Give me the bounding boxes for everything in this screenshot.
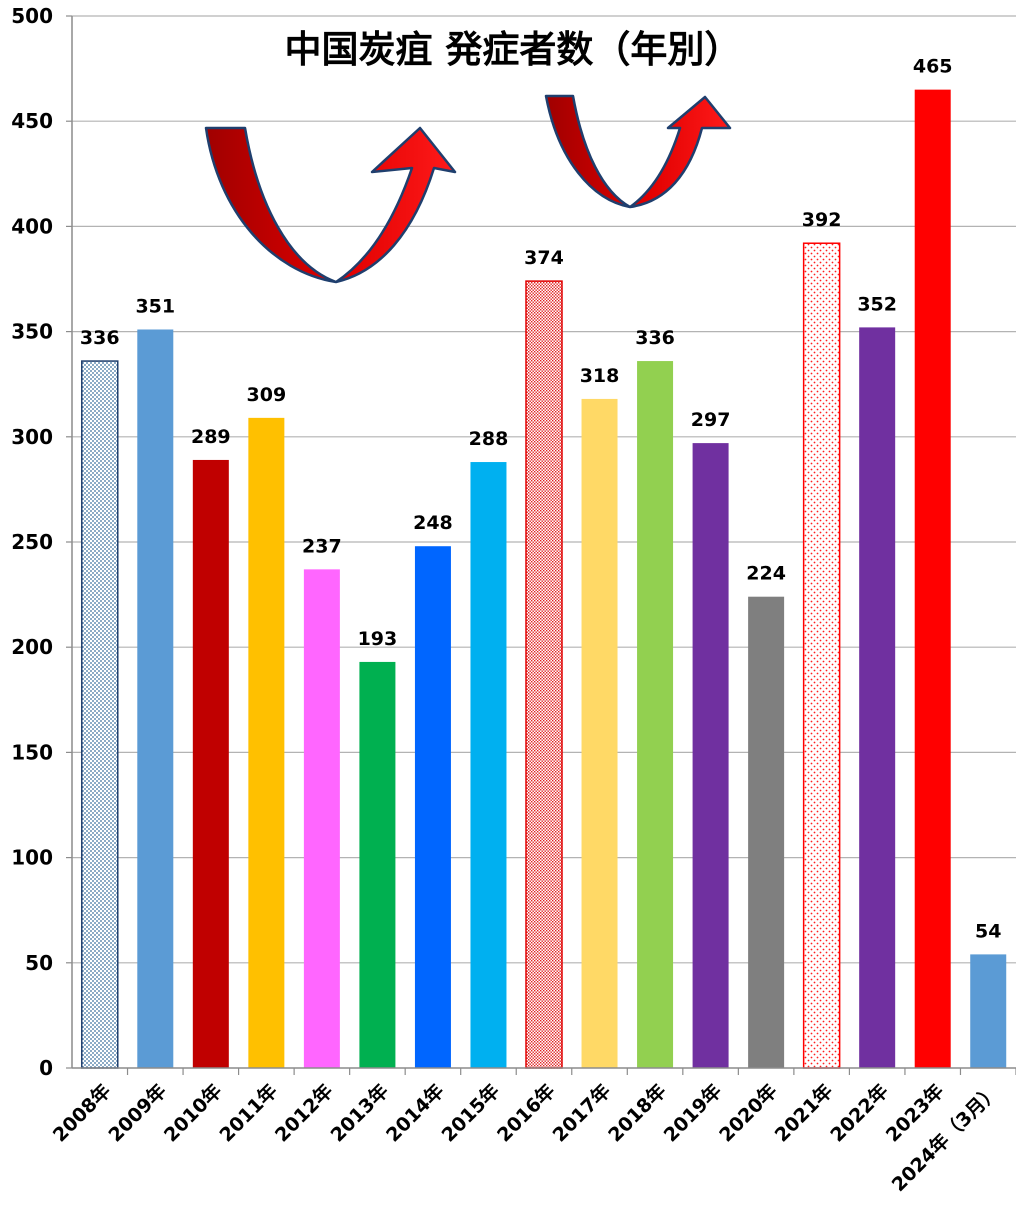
- data-label: 193: [358, 628, 398, 650]
- chart-title: 中国炭疽 発症者数（年別）: [285, 28, 742, 71]
- data-label: 309: [247, 384, 287, 406]
- data-label: 297: [691, 409, 731, 431]
- data-label: 248: [413, 512, 453, 534]
- data-label: 224: [746, 563, 786, 585]
- u-turn-arrow-icon: [204, 126, 457, 284]
- x-tick-label: 2012年: [270, 1079, 337, 1146]
- bar: [802, 242, 841, 1069]
- data-label: 392: [802, 209, 842, 231]
- x-tick-label: 2022年: [826, 1079, 893, 1146]
- x-tick-label: 2014年: [381, 1079, 448, 1146]
- x-tick-label: 2009年: [104, 1079, 171, 1146]
- y-tick-label: 400: [11, 214, 53, 238]
- bar: [859, 327, 896, 1069]
- data-label: 351: [135, 295, 175, 317]
- y-tick-label: 450: [11, 109, 53, 133]
- bar: [637, 361, 674, 1068]
- x-tick-label: 2008年: [48, 1079, 115, 1146]
- y-tick-label: 100: [11, 846, 53, 870]
- x-tick-label: 2019年: [659, 1079, 726, 1146]
- y-tick-label: 250: [11, 530, 53, 554]
- bars: [81, 89, 1007, 1069]
- y-tick-label: 200: [11, 635, 53, 659]
- bar: [970, 954, 1007, 1068]
- data-label: 237: [302, 535, 342, 557]
- data-labels: 336 351 289 309 237 193 248 288 374 318 336 297 224 3…: [80, 56, 1002, 943]
- x-axis-ticks: 2008年2009年2010年2011年2012年2013年2014年2015年…: [48, 1068, 1016, 1196]
- bar: [81, 360, 119, 1069]
- bar: [359, 661, 396, 1068]
- bar: [581, 398, 618, 1069]
- x-tick-label: 2013年: [326, 1079, 393, 1146]
- u-turn-arrow-icon: [544, 94, 732, 209]
- x-tick-label: 2018年: [603, 1079, 670, 1146]
- data-label: 288: [469, 428, 509, 450]
- y-tick-label: 300: [11, 425, 53, 449]
- bar: [137, 329, 174, 1069]
- bar: [470, 462, 507, 1069]
- data-label: 352: [857, 293, 897, 315]
- x-tick-label: 2015年: [437, 1079, 504, 1146]
- y-tick-label: 150: [11, 740, 53, 764]
- bar: [692, 443, 729, 1068]
- y-tick-label: 350: [11, 320, 53, 344]
- y-tick-label: 0: [39, 1056, 53, 1080]
- y-tick-label: 500: [11, 4, 53, 28]
- data-label: 336: [80, 327, 120, 349]
- axes: [71, 16, 1016, 1069]
- data-label: 465: [913, 56, 953, 78]
- x-tick-label: 2010年: [159, 1079, 226, 1146]
- x-tick-label: 2017年: [548, 1079, 615, 1146]
- x-tick-label: 2016年: [492, 1079, 559, 1146]
- x-tick-label: 2020年: [715, 1079, 782, 1146]
- x-tick-label: 2011年: [215, 1079, 282, 1146]
- y-axis-ticks: 0 50 100 150 200 250 300 350 400 450 500: [11, 4, 72, 1080]
- y-tick-label: 50: [25, 951, 53, 975]
- data-label: 336: [635, 327, 675, 349]
- data-label: 374: [524, 247, 564, 269]
- data-label: 54: [975, 920, 1001, 942]
- bar: [192, 459, 229, 1069]
- bar: [525, 280, 563, 1069]
- x-tick-label: 2021年: [770, 1079, 837, 1146]
- data-label: 289: [191, 426, 231, 448]
- bar: [748, 596, 785, 1068]
- bar: [914, 89, 951, 1068]
- bar: [414, 546, 451, 1068]
- bar: [248, 417, 285, 1068]
- bar: [303, 569, 340, 1068]
- data-label: 318: [580, 365, 620, 387]
